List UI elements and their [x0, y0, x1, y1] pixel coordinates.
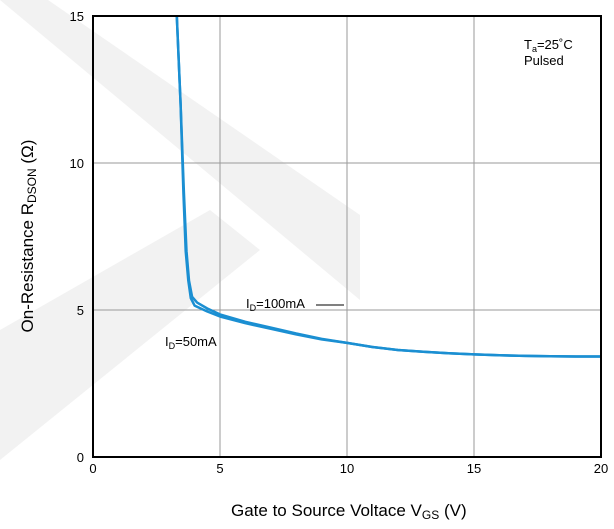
grid [93, 16, 601, 457]
series-label-50ma-value: =50mA [175, 334, 217, 349]
y-axis-title: On-Resistance RDSON (Ω) [18, 140, 39, 333]
y-tick-label: 0 [77, 450, 84, 465]
series-group [175, 15, 601, 358]
y-tick-label: 10 [70, 156, 84, 171]
y-tick-labels: 0 5 10 15 [70, 9, 84, 465]
condition-ta-main: T [524, 37, 532, 52]
x-axis-title-main: Gate to Source Voltace V [231, 501, 423, 520]
plot-frame [92, 15, 602, 458]
y-axis-title-unit: (Ω) [18, 140, 37, 169]
series-label-50ma-main: I [165, 334, 169, 349]
y-axis-title-main: On-Resistance R [18, 203, 37, 332]
condition-ta-value: =25˚C [537, 37, 573, 52]
condition-ta: Ta=25˚C [524, 37, 573, 54]
x-tick-label: 0 [89, 461, 96, 476]
y-tick-label: 15 [70, 9, 84, 24]
x-axis-title-unit: (V) [439, 501, 466, 520]
x-tick-label: 20 [594, 461, 608, 476]
x-tick-label: 15 [467, 461, 481, 476]
y-axis-title-sub: DSON [25, 168, 39, 203]
y-tick-label: 5 [77, 303, 84, 318]
series-label-50ma: ID=50mA [165, 334, 217, 351]
x-axis-title-sub: GS [422, 508, 439, 522]
series-label-100ma-main: I [246, 296, 250, 311]
series-label-100ma-sub: D [250, 303, 257, 313]
x-tick-label: 5 [216, 461, 223, 476]
condition-pulsed: Pulsed [524, 53, 564, 68]
condition-ta-sub: a [532, 44, 537, 54]
x-axis-title: Gate to Source Voltace VGS (V) [231, 501, 467, 522]
series-label-50ma-sub: D [169, 341, 176, 351]
series-line-1 [175, 15, 601, 358]
x-tick-labels: 0 5 10 15 20 [89, 461, 608, 476]
x-tick-label: 10 [340, 461, 354, 476]
series-label-100ma: ID=100mA [246, 296, 305, 313]
series-label-100ma-value: =100mA [256, 296, 305, 311]
watermark [0, 0, 360, 460]
